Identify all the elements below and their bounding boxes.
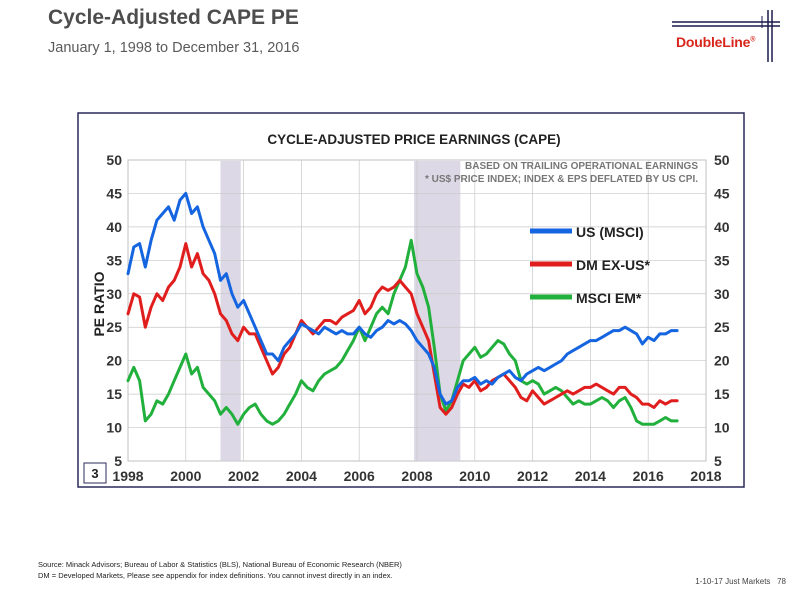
y-tick-label-right: 25: [714, 319, 730, 335]
annotation-line-2: * US$ PRICE INDEX; INDEX & EPS DEFLATED …: [425, 174, 698, 185]
source-note: Source: Minack Advisors; Bureau of Labor…: [38, 560, 402, 569]
y-tick-label-left: 5: [114, 453, 122, 469]
y-tick-label-left: 50: [106, 152, 122, 168]
y-tick-label-right: 50: [714, 152, 730, 168]
doubleline-logo: DoubleLine®: [666, 8, 786, 66]
y-tick-label-right: 5: [714, 453, 722, 469]
recession-band: [414, 161, 461, 461]
y-tick-label-right: 35: [714, 252, 730, 268]
logo-grid-icon: [672, 10, 780, 62]
page-number: 78: [777, 577, 786, 586]
series-line: [126, 242, 679, 416]
definitions-note: DM = Developed Markets, Please see appen…: [38, 571, 393, 580]
y-tick-label-right: 10: [714, 420, 730, 436]
y-tick-label-left: 10: [106, 420, 122, 436]
y-tick-label-right: 20: [714, 353, 730, 369]
x-tick-label: 2008: [401, 468, 432, 484]
x-tick-label: 2012: [517, 468, 548, 484]
legend-label: MSCI EM*: [576, 290, 642, 306]
x-tick-label: 2014: [575, 468, 606, 484]
chart-title: CYCLE-ADJUSTED PRICE EARNINGS (CAPE): [267, 132, 560, 147]
y-tick-label-left: 35: [106, 252, 122, 268]
x-tick-label: 2000: [170, 468, 201, 484]
x-tick-label: 2004: [286, 468, 317, 484]
y-tick-label-left: 40: [106, 219, 122, 235]
page-title: Cycle-Adjusted CAPE PE: [48, 6, 299, 29]
legend-label: DM EX-US*: [576, 257, 650, 273]
x-tick-label: 2018: [690, 468, 721, 484]
x-tick-label: 2010: [459, 468, 490, 484]
y-tick-label-left: 25: [106, 319, 122, 335]
chart-number: 3: [91, 466, 98, 481]
series-line: [126, 191, 679, 406]
x-tick-label: 1998: [112, 468, 143, 484]
y-tick-label-left: 45: [106, 185, 122, 201]
series-line: [126, 238, 679, 426]
y-tick-label-left: 20: [106, 353, 122, 369]
y-axis-label: PE RATIO: [91, 271, 107, 336]
annotation-line-1: BASED ON TRAILING OPERATIONAL EARNINGS: [465, 161, 698, 172]
x-tick-label: 2016: [633, 468, 664, 484]
footer-label: 1-10-17 Just Markets: [695, 577, 771, 586]
chart-number-box: [83, 462, 107, 484]
logo-wordmark: DoubleLine®: [676, 34, 756, 50]
y-tick-label-left: 15: [106, 386, 122, 402]
y-tick-label-right: 45: [714, 185, 730, 201]
recession-band: [220, 161, 241, 461]
x-tick-label: 2002: [228, 468, 259, 484]
page-subtitle: January 1, 1998 to December 31, 2016: [48, 40, 300, 56]
y-tick-label-right: 15: [714, 386, 730, 402]
y-tick-label-left: 30: [106, 286, 122, 302]
x-tick-label: 2006: [344, 468, 375, 484]
page-footer: 1-10-17 Just Markets 78: [695, 577, 786, 586]
y-tick-label-right: 40: [714, 219, 730, 235]
y-tick-label-right: 30: [714, 286, 730, 302]
legend-label: US (MSCI): [576, 224, 644, 240]
